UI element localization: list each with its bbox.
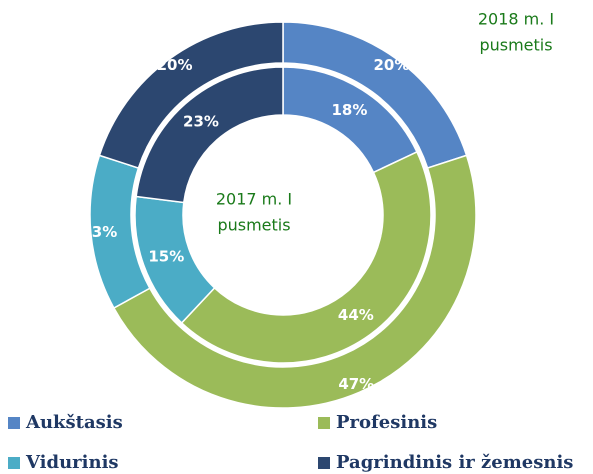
legend-swatch (318, 457, 330, 469)
legend-label: Pagrindinis ir žemesnis (336, 452, 573, 473)
legend-swatch (8, 417, 20, 429)
slice (98, 21, 284, 169)
slice (180, 150, 432, 364)
legend-label: Profesinis (336, 412, 437, 433)
legend-label: Vidurinis (25, 452, 119, 473)
value-label: 15% (148, 248, 184, 266)
inner-ring-label: pusmetis (217, 216, 290, 235)
legend-swatch (318, 417, 330, 429)
legend-label: Aukštasis (25, 412, 123, 433)
value-label: 20% (373, 56, 409, 74)
value-label: 44% (338, 306, 374, 324)
value-label: 13% (81, 223, 117, 241)
slice (135, 66, 284, 204)
value-label: 18% (331, 101, 367, 119)
slice (112, 154, 477, 409)
legend-swatch (8, 457, 20, 469)
value-label: 47% (338, 375, 374, 393)
outer-ring-label: pusmetis (479, 36, 552, 55)
outer-ring-label: 2018 m. I (478, 10, 554, 29)
value-label: 20% (157, 56, 193, 74)
inner-ring-label: 2017 m. I (216, 190, 292, 209)
value-label: 23% (183, 112, 219, 130)
